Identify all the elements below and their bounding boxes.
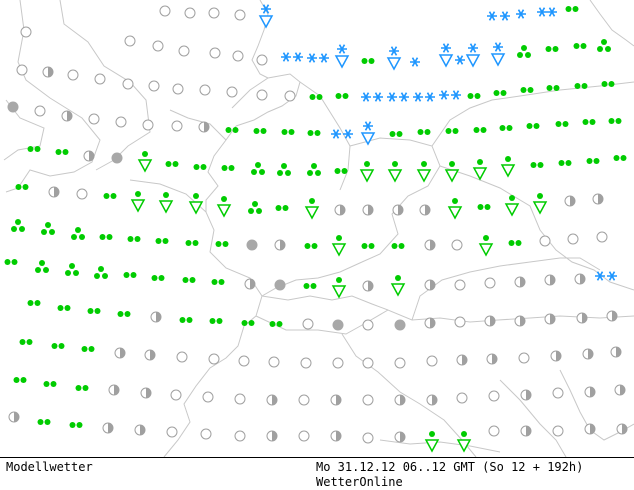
country-borders	[3, 0, 634, 457]
map-footer: Modellwetter Mo 31.12.12 06..12 GMT (So …	[0, 457, 634, 490]
weather-map	[3, 0, 634, 457]
model-label: Modellwetter	[6, 460, 93, 474]
run-info: Mo 31.12.12 06..12 GMT (So 12 + 192h)	[316, 460, 584, 474]
brand-label: WetterOnline	[316, 475, 403, 489]
weather-symbols	[4, 5, 628, 452]
